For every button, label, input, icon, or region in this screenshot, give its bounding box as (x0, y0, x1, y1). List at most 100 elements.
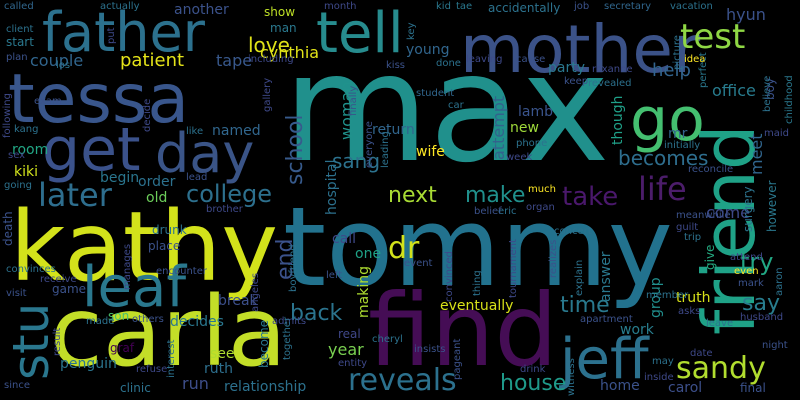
word-meanwhile: meanwhile (676, 210, 731, 221)
word-together: together (282, 316, 293, 360)
word-truth: truth (676, 290, 710, 306)
word-event: event (404, 258, 433, 269)
word-phone: phone (516, 138, 547, 149)
word-boyfriend: boyfriend (288, 244, 299, 292)
word-penguin: penguin (60, 356, 117, 372)
word-run: run (182, 374, 209, 393)
word-like: like (186, 126, 203, 137)
word-life: life (638, 170, 687, 208)
word-college: college (186, 180, 272, 208)
word-thing: thing (472, 270, 483, 296)
word-surgery: surgery (741, 186, 755, 232)
word-though: though (610, 95, 626, 145)
word-realizes: realizes (548, 240, 559, 278)
word-drunk: drunk (152, 223, 187, 237)
word-woman: woman (337, 82, 356, 140)
word-left: left (326, 270, 342, 281)
word-picture: picture (672, 35, 683, 70)
word-exam: exam (34, 96, 62, 107)
word-one: one (355, 246, 381, 262)
word-show: show (264, 5, 295, 19)
word-plan: plan (6, 52, 28, 63)
word-love: love (248, 33, 290, 57)
word-house: house (500, 371, 566, 396)
word-help: help (652, 60, 691, 81)
word-kid: kid (436, 1, 451, 12)
word-following: following (2, 93, 13, 138)
word-apartment: apartment (580, 314, 633, 325)
word-new: new (510, 120, 539, 136)
word-return: return (372, 122, 415, 138)
word-result: result (52, 328, 63, 356)
word-tournament: tournament (508, 239, 519, 298)
word-encounter: encounter (156, 266, 208, 277)
word-everyone: everyone (364, 121, 375, 168)
word-young: young (406, 42, 449, 58)
word-convinced: convinced (444, 251, 455, 302)
word-come: come (706, 203, 750, 222)
word-school: school (283, 114, 308, 185)
word-cynthia: cynthia (260, 43, 319, 62)
word-made: made (86, 316, 114, 327)
word-mark: mark (738, 278, 764, 289)
word-student: student (416, 88, 454, 99)
word-vacation: vacation (670, 1, 713, 12)
word-home: home (600, 378, 640, 394)
word-kiss: kiss (386, 60, 405, 71)
word-even: even (734, 266, 759, 277)
word-cause: cause (516, 54, 545, 65)
word-answer: answer (598, 251, 614, 302)
word-maid: maid (764, 128, 789, 139)
word-sandy: sandy (676, 351, 766, 386)
word-hospital: hospital (324, 160, 340, 215)
word-making: making (356, 266, 372, 318)
word-tessa: tessa (8, 60, 189, 139)
word-kiki: kiki (14, 164, 38, 180)
word-start: start (6, 35, 34, 49)
word-stu: stu (2, 303, 60, 380)
word-insists: insists (414, 344, 445, 355)
word-tae: tae (456, 1, 472, 12)
word-next: next (388, 183, 437, 208)
word-final: final (740, 381, 766, 395)
word-kathy: kathy (10, 191, 278, 303)
word-aaron: aaron (774, 267, 785, 296)
word-lamb: lamb (518, 104, 553, 120)
word-belief: belief (474, 206, 502, 217)
word-patient: patient (120, 50, 184, 71)
word-cheryl: cheryl (372, 334, 403, 345)
word-car: car (448, 100, 465, 111)
word-back: back (290, 301, 343, 326)
word-old: old (146, 190, 167, 206)
word-trip: trip (684, 232, 701, 243)
word-kang: kang (14, 124, 38, 135)
word-hyun: hyun (726, 5, 766, 24)
word-end: end (273, 239, 298, 280)
word-convinces: convinces (6, 264, 56, 275)
word-man: man (270, 21, 297, 35)
word-father: father (42, 1, 206, 64)
word-going: going (4, 180, 32, 191)
word-put: put (106, 27, 117, 44)
word-angeles: angeles (250, 273, 261, 312)
word-real: real (338, 327, 361, 341)
word-leaf: leaf (82, 255, 187, 320)
word-explain: explain (574, 260, 585, 296)
word-actually: actually (100, 1, 140, 12)
word-including: including (248, 54, 294, 65)
word-get: get (42, 115, 141, 185)
word-room: room (12, 142, 48, 158)
word-order: order (138, 174, 176, 190)
word-attempt: attempt (489, 96, 508, 160)
word-job: job (573, 1, 589, 12)
word-tell: tell (316, 1, 404, 66)
word-son: son (108, 309, 129, 323)
word-break: break (218, 293, 259, 309)
word-month: month (324, 1, 356, 12)
word-dr: dr (388, 231, 420, 266)
word-member: member (646, 290, 689, 301)
word-wife: wife (416, 144, 445, 160)
word-make: make (465, 183, 525, 208)
word-night: night (762, 340, 788, 351)
